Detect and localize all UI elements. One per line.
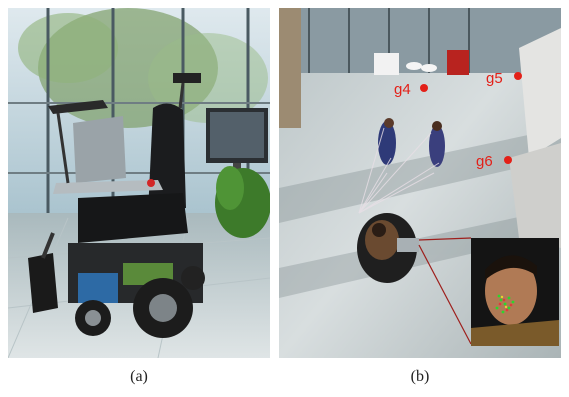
face-inset — [471, 238, 559, 346]
svg-text:g5: g5 — [486, 70, 503, 87]
svg-text:g6: g6 — [476, 153, 493, 170]
goal-marker-g5: g5 — [486, 70, 522, 87]
goal-marker-g4: g4 — [394, 81, 428, 98]
caption-b: (b) — [410, 368, 430, 385]
svg-text:g4: g4 — [394, 81, 411, 98]
goal-marker-g6: g6 — [476, 153, 512, 170]
caption-a: (a) — [130, 368, 148, 385]
photo-panel-a — [8, 8, 270, 358]
photo-panel-b: g4 g5 g6 — [279, 8, 561, 358]
